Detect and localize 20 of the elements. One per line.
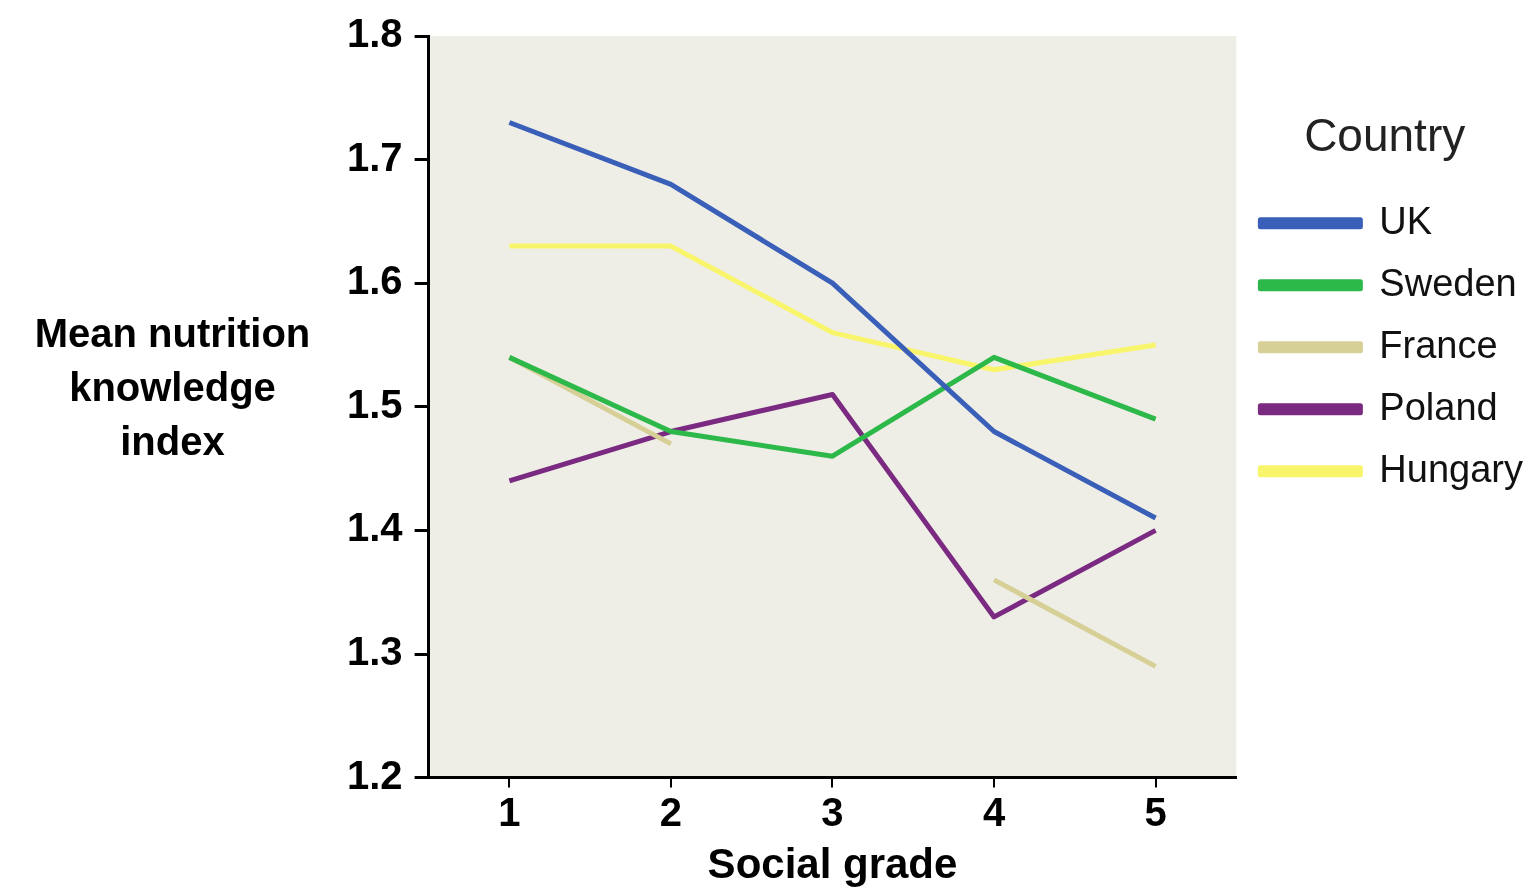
y-tick-label: 1.6 <box>347 258 403 303</box>
x-tick-label: 1 <box>498 789 521 834</box>
y-axis-title: Mean nutrition knowledge index <box>33 309 312 465</box>
x-tick-label: 3 <box>821 789 844 834</box>
legend-label: UK <box>1379 199 1433 242</box>
x-tick-label: 5 <box>1144 789 1167 834</box>
x-axis-title: Social grade <box>707 840 958 888</box>
legend-title: Country <box>1304 108 1466 161</box>
legend-label: Hungary <box>1379 447 1524 490</box>
y-tick-label: 1.4 <box>347 505 404 550</box>
legend-label: Sweden <box>1379 261 1517 304</box>
y-tick-label: 1.3 <box>347 629 403 674</box>
legend-label: Poland <box>1379 385 1498 428</box>
y-tick-label: 1.2 <box>347 752 403 797</box>
legend-label: France <box>1379 323 1498 366</box>
y-tick-label: 1.8 <box>347 11 403 56</box>
y-tick-label: 1.7 <box>347 134 403 179</box>
x-tick-label: 2 <box>659 789 683 834</box>
x-tick-label: 4 <box>982 789 1006 834</box>
y-tick-label: 1.5 <box>347 381 403 426</box>
